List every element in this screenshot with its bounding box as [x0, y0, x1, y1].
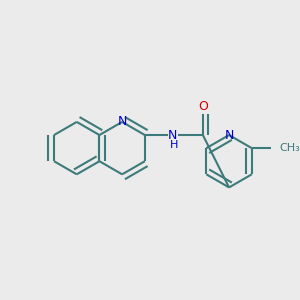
Text: N: N — [117, 116, 127, 128]
Text: O: O — [198, 100, 208, 113]
Text: N: N — [168, 128, 178, 142]
Text: N: N — [224, 128, 234, 142]
Text: CH₃: CH₃ — [280, 143, 300, 153]
Text: H: H — [170, 140, 178, 150]
